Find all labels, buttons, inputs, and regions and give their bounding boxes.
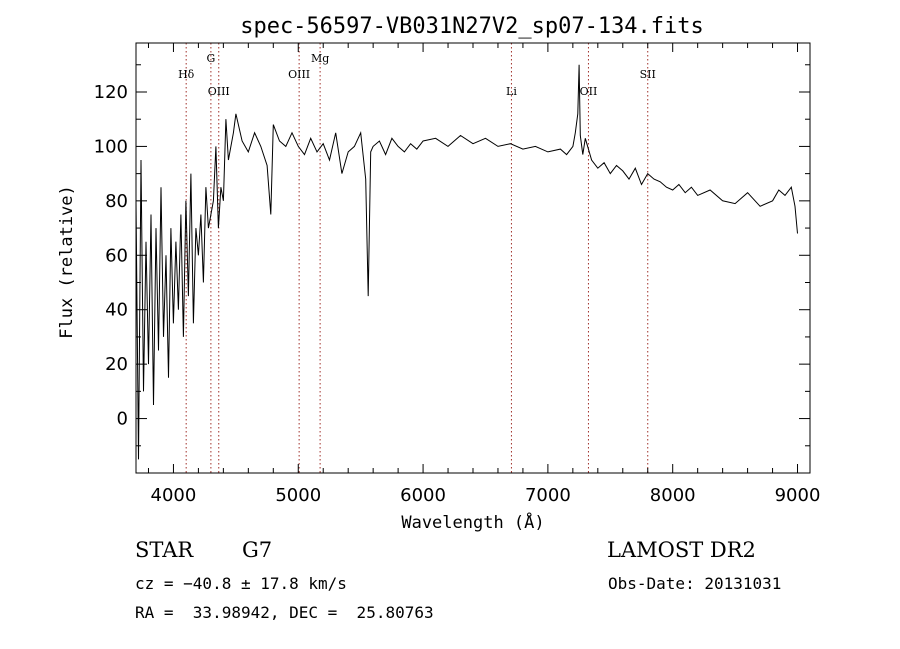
spectrum-series bbox=[135, 64, 798, 460]
y-axis-label: Flux (relative) bbox=[57, 185, 77, 339]
plot-frame bbox=[135, 42, 811, 474]
spectral-line-label: OIII bbox=[208, 85, 230, 98]
x-tick-label: 4000 bbox=[151, 485, 197, 506]
redshift-readout: cz = −40.8 ± 17.8 km/s bbox=[135, 574, 347, 593]
x-axis-label: Wavelength (Å) bbox=[401, 511, 544, 533]
y-tick-label: 0 bbox=[117, 409, 128, 430]
coordinates-readout: RA = 33.98942, DEC = 25.80763 bbox=[135, 603, 434, 622]
y-tick-label: 100 bbox=[94, 136, 128, 157]
spectral-line-label: Li bbox=[506, 85, 517, 98]
object-subclass: G7 bbox=[242, 538, 273, 562]
spectral-line-label: G bbox=[206, 52, 215, 65]
x-tick-label: 7000 bbox=[525, 485, 571, 506]
axis-ticks: 4000 5000 6000 7000 8000 9000 0 20 40 60 80 100 120 bbox=[94, 43, 821, 506]
x-tick-label: 9000 bbox=[775, 485, 821, 506]
spectral-line-label: OII bbox=[580, 85, 598, 98]
y-tick-label: 80 bbox=[105, 191, 128, 212]
spectral-line-label: Mg bbox=[311, 52, 329, 65]
spectrum-line bbox=[135, 64, 798, 460]
x-tick-label: 6000 bbox=[400, 485, 446, 506]
object-class: STAR bbox=[135, 538, 194, 562]
observation-date: Obs-Date: 20131031 bbox=[608, 574, 782, 593]
y-tick-label: 120 bbox=[94, 82, 128, 103]
spectral-line-label: Hδ bbox=[178, 68, 195, 81]
y-tick-label: 60 bbox=[105, 245, 128, 266]
survey-name: LAMOST DR2 bbox=[607, 538, 756, 562]
x-tick-label: 5000 bbox=[275, 485, 321, 506]
chart-title: spec-56597-VB031N27V2_sp07-134.fits bbox=[240, 14, 704, 39]
y-tick-label: 20 bbox=[105, 354, 128, 375]
x-tick-label: 8000 bbox=[650, 485, 696, 506]
spectral-line-label: SII bbox=[640, 68, 656, 81]
spectral-line-label: OIII bbox=[288, 68, 310, 81]
y-tick-label: 40 bbox=[105, 300, 128, 321]
